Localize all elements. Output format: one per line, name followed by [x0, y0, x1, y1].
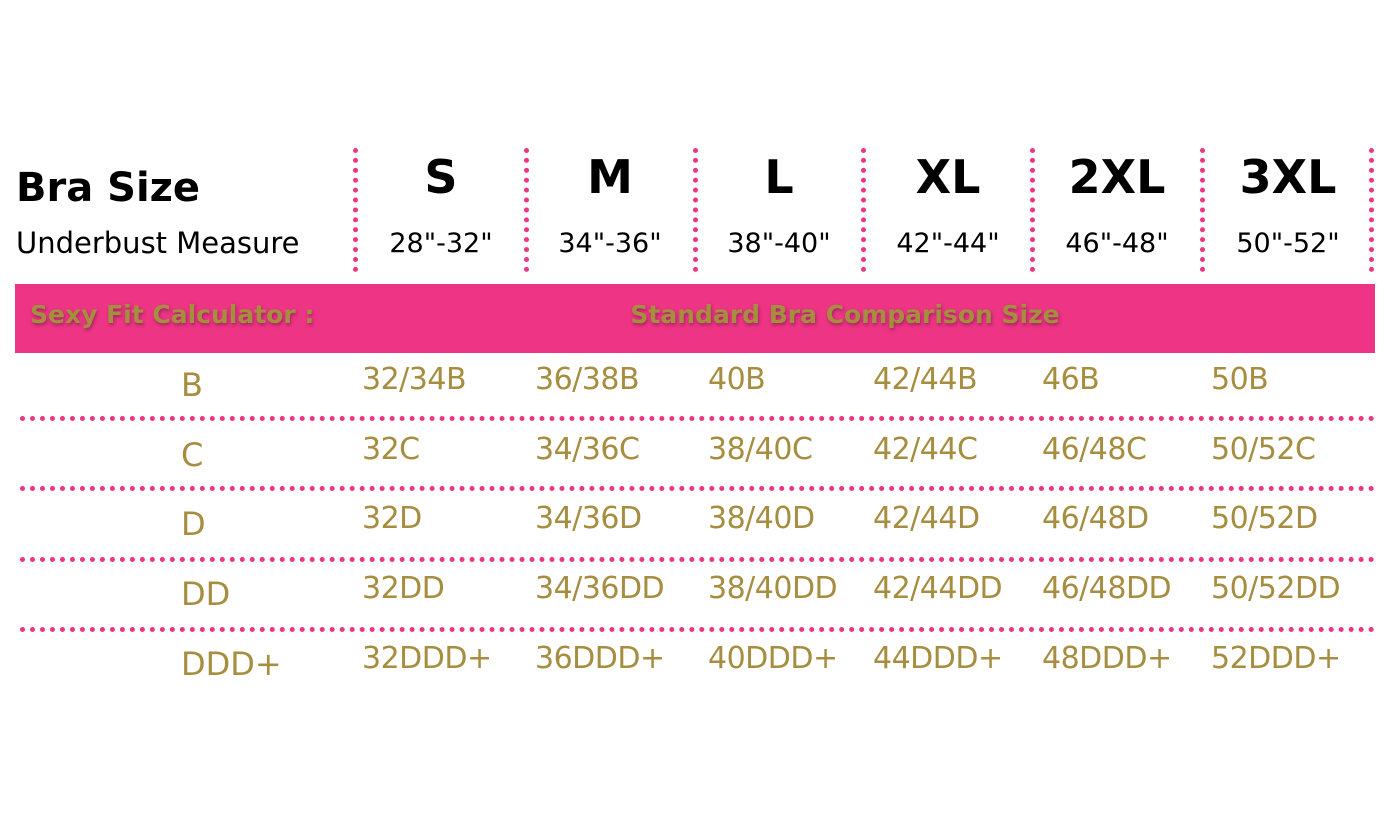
comparison-size-cell: 50B: [1211, 362, 1269, 397]
row-divider: [20, 626, 1375, 632]
size-label: S: [424, 150, 458, 204]
comparison-size-cell: 32DDD+: [362, 641, 492, 676]
underbust-measure: 42"-44": [896, 228, 1000, 259]
column-divider: [1200, 148, 1205, 272]
comparison-size-cell: 38/40C: [708, 432, 813, 467]
comparison-size-cell: 34/36C: [535, 432, 640, 467]
column-divider: [524, 148, 529, 272]
comparison-size-cell: 42/44C: [873, 432, 978, 467]
comparison-size-cell: 42/44DD: [873, 571, 1003, 606]
comparison-size-cell: 50/52DD: [1211, 571, 1341, 606]
comparison-size-cell: 34/36DD: [535, 571, 665, 606]
comparison-size-cell: 46/48D: [1042, 501, 1149, 536]
comparison-size-cell: 32/34B: [362, 362, 467, 397]
comparison-size-cell: 50/52D: [1211, 501, 1318, 536]
comparison-size-cell: 52DDD+: [1211, 641, 1341, 676]
comparison-size-cell: 38/40DD: [708, 571, 838, 606]
row-divider: [20, 556, 1375, 562]
comparison-size-cell: 32D: [362, 501, 422, 536]
cup-label: B: [181, 366, 203, 404]
comparison-size-cell: 36DDD+: [535, 641, 665, 676]
chart-title: Bra Size: [16, 165, 201, 211]
cup-label: D: [181, 505, 206, 543]
cup-label: DD: [181, 575, 231, 613]
underbust-measure: 50"-52": [1236, 228, 1340, 259]
column-divider: [861, 148, 866, 272]
comparison-size-cell: 42/44B: [873, 362, 978, 397]
comparison-size-cell: 44DDD+: [873, 641, 1003, 676]
column-divider: [1030, 148, 1035, 272]
cup-label: DDD+: [181, 645, 282, 683]
comparison-size-cell: 36/38B: [535, 362, 640, 397]
size-label: M: [587, 150, 633, 204]
comparison-size-cell: 32C: [362, 432, 420, 467]
comparison-size-cell: 38/40D: [708, 501, 815, 536]
column-divider: [353, 148, 358, 272]
column-divider: [693, 148, 698, 272]
comparison-size-cell: 46/48DD: [1042, 571, 1172, 606]
size-label: 3XL: [1239, 150, 1337, 204]
underbust-measure: 38"-40": [727, 228, 831, 259]
comparison-size-cell: 46/48C: [1042, 432, 1147, 467]
comparison-size-cell: 34/36D: [535, 501, 642, 536]
size-label: 2XL: [1068, 150, 1166, 204]
underbust-measure: 46"-48": [1065, 228, 1169, 259]
comparison-size-cell: 46B: [1042, 362, 1100, 397]
comparison-size-cell: 42/44D: [873, 501, 980, 536]
size-label: XL: [915, 150, 981, 204]
row-divider: [20, 486, 1375, 492]
comparison-size-cell: 40DDD+: [708, 641, 838, 676]
chart-subtitle: Underbust Measure: [16, 226, 300, 260]
banner: [15, 284, 1375, 353]
comparison-size-cell: 48DDD+: [1042, 641, 1172, 676]
underbust-measure: 34"-36": [558, 228, 662, 259]
cup-label: C: [181, 436, 204, 474]
banner-left-label: Sexy Fit Calculator :: [30, 300, 315, 329]
column-divider: [1369, 148, 1374, 272]
underbust-measure: 28"-32": [389, 228, 493, 259]
comparison-size-cell: 40B: [708, 362, 766, 397]
comparison-size-cell: 32DD: [362, 571, 445, 606]
size-label: L: [764, 150, 794, 204]
comparison-size-cell: 50/52C: [1211, 432, 1316, 467]
row-divider: [20, 416, 1375, 421]
banner-right-label: Standard Bra Comparison Size: [630, 300, 1060, 329]
